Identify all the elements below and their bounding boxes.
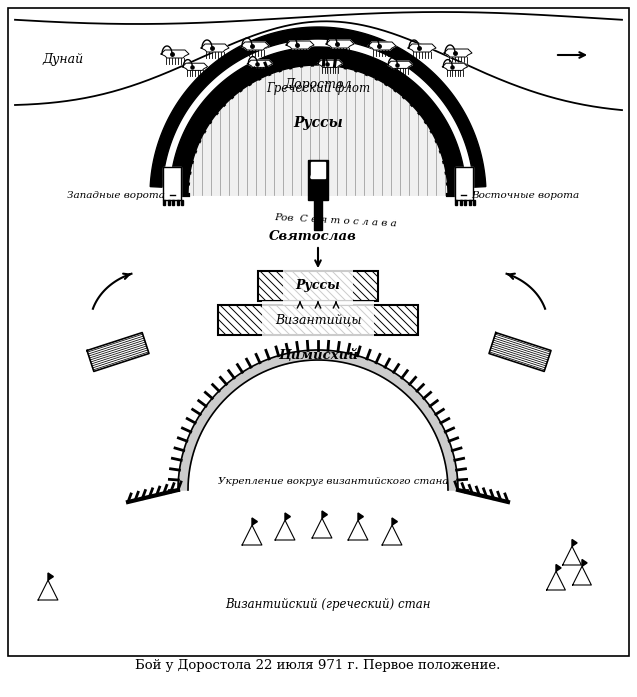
Polygon shape — [252, 518, 257, 526]
Polygon shape — [188, 65, 448, 195]
Text: Западные ворота: Западные ворота — [67, 190, 165, 199]
Text: Руссы: Руссы — [293, 116, 343, 130]
Polygon shape — [311, 171, 325, 178]
Polygon shape — [163, 167, 181, 200]
Bar — [218, 305, 418, 335]
Polygon shape — [443, 63, 468, 70]
Polygon shape — [311, 162, 325, 178]
Bar — [258, 271, 378, 301]
Text: Восточные ворота: Восточные ворота — [471, 190, 579, 199]
Polygon shape — [322, 511, 327, 518]
Polygon shape — [314, 200, 322, 230]
Polygon shape — [573, 566, 591, 585]
Polygon shape — [547, 572, 566, 590]
Text: Цимисхий: Цимисхий — [278, 349, 358, 362]
Polygon shape — [444, 49, 472, 57]
Polygon shape — [312, 518, 332, 538]
Polygon shape — [392, 518, 397, 526]
Text: Святослав: Святослав — [269, 230, 357, 243]
Polygon shape — [181, 200, 183, 205]
Polygon shape — [464, 200, 466, 205]
Text: Византийцы: Византийцы — [275, 314, 361, 326]
Polygon shape — [275, 520, 295, 540]
Polygon shape — [326, 40, 354, 48]
Text: Ров  С в я т о с л а в а: Ров С в я т о с л а в а — [275, 213, 397, 229]
Polygon shape — [163, 200, 165, 205]
Polygon shape — [368, 42, 396, 50]
Polygon shape — [468, 200, 471, 205]
Polygon shape — [38, 580, 58, 600]
Text: Дунай: Дунай — [42, 54, 83, 66]
Polygon shape — [168, 200, 169, 205]
Polygon shape — [348, 520, 368, 540]
Polygon shape — [285, 513, 290, 520]
Polygon shape — [161, 50, 189, 58]
Polygon shape — [408, 44, 436, 52]
Text: Греческий флот: Греческий флот — [266, 82, 370, 95]
Polygon shape — [556, 565, 561, 572]
Polygon shape — [178, 350, 458, 490]
Polygon shape — [473, 200, 475, 205]
Polygon shape — [459, 200, 462, 205]
Polygon shape — [382, 526, 402, 545]
Polygon shape — [317, 60, 343, 68]
Polygon shape — [242, 526, 262, 545]
Polygon shape — [387, 61, 413, 68]
Polygon shape — [455, 200, 457, 205]
Text: Руссы: Руссы — [296, 279, 340, 293]
Polygon shape — [489, 332, 551, 372]
Polygon shape — [201, 44, 229, 52]
Polygon shape — [48, 573, 54, 580]
Text: Укрепление вокруг византийского стана: Укрепление вокруг византийского стана — [218, 477, 448, 487]
Polygon shape — [176, 200, 179, 205]
Polygon shape — [455, 167, 473, 200]
Polygon shape — [172, 200, 175, 205]
Polygon shape — [358, 513, 363, 520]
Polygon shape — [241, 42, 269, 50]
Polygon shape — [182, 63, 208, 70]
Polygon shape — [582, 560, 587, 566]
Polygon shape — [150, 27, 486, 187]
Text: Византийский (греческий) стан: Византийский (греческий) стан — [225, 598, 431, 611]
Polygon shape — [170, 47, 466, 195]
Polygon shape — [286, 41, 314, 49]
Text: Доростол: Доростол — [284, 78, 352, 91]
Polygon shape — [87, 332, 149, 372]
Polygon shape — [247, 60, 273, 68]
Polygon shape — [308, 160, 328, 200]
Polygon shape — [562, 546, 582, 565]
Text: Бой у Доростола 22 июля 971 г. Первое положение.: Бой у Доростола 22 июля 971 г. Первое по… — [135, 659, 501, 672]
Polygon shape — [572, 539, 577, 546]
